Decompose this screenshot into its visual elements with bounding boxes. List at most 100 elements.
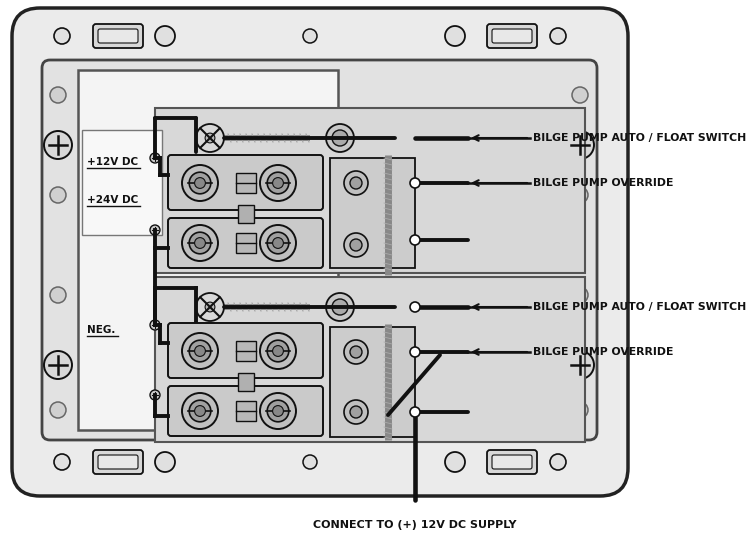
Bar xyxy=(78,70,338,430)
Text: BILGE PUMP OVERRIDE: BILGE PUMP OVERRIDE xyxy=(533,347,674,357)
Circle shape xyxy=(550,454,566,470)
FancyBboxPatch shape xyxy=(487,450,537,474)
Circle shape xyxy=(50,87,66,103)
Circle shape xyxy=(260,165,296,201)
Text: +24V DC: +24V DC xyxy=(87,195,138,205)
Circle shape xyxy=(182,225,218,261)
Circle shape xyxy=(189,400,211,422)
Circle shape xyxy=(350,239,362,251)
Circle shape xyxy=(194,345,206,356)
Circle shape xyxy=(272,406,284,416)
Circle shape xyxy=(54,454,70,470)
Circle shape xyxy=(260,393,296,429)
Circle shape xyxy=(344,171,368,195)
Circle shape xyxy=(566,131,594,159)
FancyBboxPatch shape xyxy=(98,29,138,43)
Text: NEG.: NEG. xyxy=(87,325,116,335)
FancyBboxPatch shape xyxy=(168,155,323,210)
FancyBboxPatch shape xyxy=(93,450,143,474)
Circle shape xyxy=(445,26,465,46)
Circle shape xyxy=(50,402,66,418)
Circle shape xyxy=(410,347,420,357)
Circle shape xyxy=(572,187,588,203)
Circle shape xyxy=(350,177,362,189)
Circle shape xyxy=(550,28,566,44)
Circle shape xyxy=(196,293,224,321)
Circle shape xyxy=(344,400,368,424)
Circle shape xyxy=(344,233,368,257)
FancyBboxPatch shape xyxy=(12,8,628,496)
Circle shape xyxy=(272,178,284,188)
Circle shape xyxy=(572,287,588,303)
Circle shape xyxy=(155,26,175,46)
Circle shape xyxy=(572,402,588,418)
Text: CONNECT TO (+) 12V DC SUPPLY: CONNECT TO (+) 12V DC SUPPLY xyxy=(314,520,517,530)
Circle shape xyxy=(194,238,206,249)
Circle shape xyxy=(189,340,211,362)
Circle shape xyxy=(303,29,317,43)
Bar xyxy=(236,233,256,253)
Circle shape xyxy=(267,232,289,254)
Circle shape xyxy=(44,351,72,379)
Bar xyxy=(236,173,256,193)
Circle shape xyxy=(189,172,211,194)
FancyBboxPatch shape xyxy=(98,455,138,469)
Circle shape xyxy=(50,187,66,203)
Circle shape xyxy=(260,333,296,369)
Circle shape xyxy=(44,131,72,159)
FancyBboxPatch shape xyxy=(168,386,323,436)
Circle shape xyxy=(150,320,160,330)
Circle shape xyxy=(260,225,296,261)
Circle shape xyxy=(196,124,224,152)
Circle shape xyxy=(155,452,175,472)
Circle shape xyxy=(182,165,218,201)
Circle shape xyxy=(267,400,289,422)
FancyBboxPatch shape xyxy=(168,323,323,378)
Text: BILGE PUMP AUTO / FLOAT SWITCH: BILGE PUMP AUTO / FLOAT SWITCH xyxy=(533,133,746,143)
Circle shape xyxy=(344,340,368,364)
FancyBboxPatch shape xyxy=(492,29,532,43)
Bar xyxy=(330,158,415,268)
Circle shape xyxy=(303,455,317,469)
Circle shape xyxy=(205,302,215,312)
Circle shape xyxy=(54,28,70,44)
Circle shape xyxy=(272,345,284,356)
Circle shape xyxy=(566,351,594,379)
Circle shape xyxy=(150,153,160,163)
Circle shape xyxy=(326,293,354,321)
Circle shape xyxy=(410,178,420,188)
Circle shape xyxy=(410,407,420,417)
Circle shape xyxy=(332,299,348,315)
Circle shape xyxy=(326,124,354,152)
Circle shape xyxy=(350,346,362,358)
Text: BILGE PUMP AUTO / FLOAT SWITCH: BILGE PUMP AUTO / FLOAT SWITCH xyxy=(533,302,746,312)
Circle shape xyxy=(194,406,206,416)
Circle shape xyxy=(350,406,362,418)
FancyBboxPatch shape xyxy=(487,24,537,48)
Circle shape xyxy=(189,232,211,254)
Bar xyxy=(236,341,256,361)
Circle shape xyxy=(50,287,66,303)
Bar xyxy=(238,205,254,223)
Circle shape xyxy=(445,452,465,472)
Circle shape xyxy=(332,130,348,146)
Circle shape xyxy=(410,235,420,245)
Circle shape xyxy=(267,340,289,362)
Circle shape xyxy=(194,178,206,188)
Bar xyxy=(82,130,162,235)
Bar xyxy=(155,108,585,273)
Circle shape xyxy=(182,333,218,369)
Text: +12V DC: +12V DC xyxy=(87,157,138,167)
FancyBboxPatch shape xyxy=(168,218,323,268)
Circle shape xyxy=(410,302,420,312)
Circle shape xyxy=(150,225,160,235)
Circle shape xyxy=(205,133,215,143)
Bar xyxy=(238,373,254,391)
FancyBboxPatch shape xyxy=(492,455,532,469)
FancyBboxPatch shape xyxy=(42,60,597,440)
Bar xyxy=(236,401,256,421)
Circle shape xyxy=(572,87,588,103)
Circle shape xyxy=(272,238,284,249)
Circle shape xyxy=(267,172,289,194)
Circle shape xyxy=(182,393,218,429)
